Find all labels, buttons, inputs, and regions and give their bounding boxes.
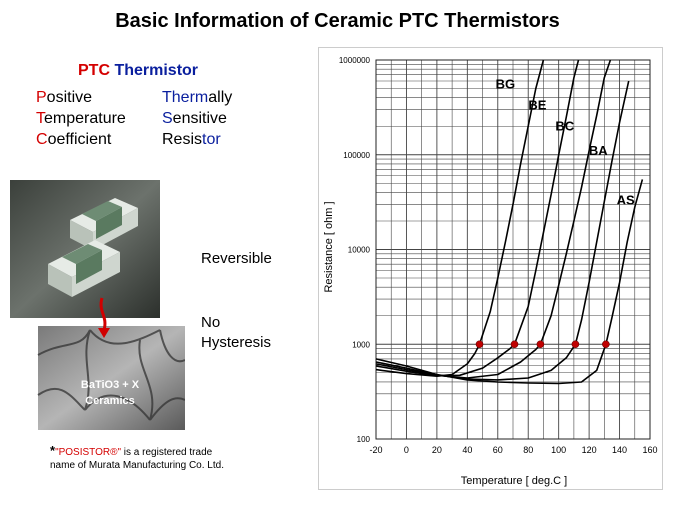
y-tick-label: 100000 xyxy=(343,151,370,160)
chart-tick-labels: -20 0 20 40 60 80 100 120 140 160 100 1000 10000 1000… xyxy=(339,56,658,455)
x-tick-label: 20 xyxy=(432,445,442,455)
ptc-right-word: Resistor xyxy=(162,129,221,150)
ptc-right-word: Sensitive xyxy=(162,108,227,129)
no-hysteresis-line1: No xyxy=(201,314,221,331)
chart-markers xyxy=(475,340,610,349)
no-hysteresis-line2: Hysteresis xyxy=(201,334,272,351)
resistance-temperature-chart: -20 0 20 40 60 80 100 120 140 160 100 1000 10000 1000… xyxy=(318,47,663,490)
initial-letter: C xyxy=(36,131,48,148)
chip-upper xyxy=(70,198,138,250)
footnote-line2: name of Murata Manufacturing Co. Ltd. xyxy=(50,460,224,471)
ptc-left-word: Positive xyxy=(36,87,162,108)
footnote: *"POSISTOR®" is a registered trade name … xyxy=(50,444,224,472)
ptc-row: Temperature Sensitive xyxy=(36,108,232,129)
initial-letter: tor xyxy=(202,131,221,148)
ptc-right-word: Thermally xyxy=(162,87,232,108)
y-tick-label: 1000 xyxy=(352,340,370,349)
chip-lower xyxy=(48,240,120,297)
ptc-left-word: Coefficient xyxy=(36,129,162,150)
series-label-as: AS xyxy=(617,192,635,207)
series-label-ba: BA xyxy=(589,143,608,158)
thermistor-photo-svg: BaTiO3 + X Ceramics xyxy=(10,180,186,430)
x-tick-label: 60 xyxy=(493,445,503,455)
chart-grid xyxy=(375,59,651,440)
footnote-star: * xyxy=(50,443,56,458)
word-rest: ensitive xyxy=(172,110,227,127)
chart-series-labels: BG BE BC BA AS xyxy=(496,77,635,208)
y-tick-label: 10000 xyxy=(348,246,371,255)
word-rest: Resis xyxy=(162,131,203,148)
series-marker-bc xyxy=(536,340,545,349)
thermistor-photo: BaTiO3 + X Ceramics xyxy=(10,180,186,430)
series-marker-as xyxy=(602,340,610,349)
x-tick-label: -20 xyxy=(369,445,382,455)
series-marker-bg xyxy=(475,340,484,349)
initial-letter: T xyxy=(36,110,44,127)
no-hysteresis-label: No Hysteresis xyxy=(201,313,271,353)
x-tick-label: 0 xyxy=(404,445,409,455)
ptc-heading-left: PTC xyxy=(78,62,110,79)
x-tick-label: 40 xyxy=(462,445,472,455)
word-rest: ally xyxy=(208,89,233,106)
initial-letter: S xyxy=(162,110,173,127)
ptc-row: Coefficient Resistor xyxy=(36,129,232,150)
ptc-row: Positive Thermally xyxy=(36,87,232,108)
x-tick-label: 140 xyxy=(612,445,627,455)
initial-letter: P xyxy=(36,89,47,106)
link-arrowhead xyxy=(98,328,110,338)
reversible-label: Reversible xyxy=(201,250,272,267)
grain-boundaries xyxy=(37,329,186,421)
y-tick-label: 1000000 xyxy=(339,56,371,65)
x-tick-label: 80 xyxy=(523,445,533,455)
ptc-heading: PTC Thermistor xyxy=(78,62,198,80)
series-label-bc: BC xyxy=(555,119,574,134)
series-label-be: BE xyxy=(528,98,546,113)
y-axis-label: Resistance [ ohm ] xyxy=(323,201,335,292)
ptc-acronym-table: Positive Thermally Temperature Sensitive… xyxy=(36,87,232,150)
ptc-left-word: Temperature xyxy=(36,108,162,129)
chart-svg: -20 0 20 40 60 80 100 120 140 160 100 1000 10000 1000… xyxy=(318,47,663,490)
ceramic-label-2: Ceramics xyxy=(85,395,135,407)
x-tick-label: 160 xyxy=(642,445,657,455)
footnote-text: is a registered trade xyxy=(121,447,213,458)
ptc-heading-right: Thermistor xyxy=(114,62,199,79)
chart-series xyxy=(375,59,644,385)
ceramic-label-1: BaTiO3 + X xyxy=(81,379,140,391)
initial-letter: Therm xyxy=(162,89,209,106)
x-tick-label: 100 xyxy=(551,445,566,455)
series-line-as xyxy=(375,179,644,385)
series-marker-ba xyxy=(571,340,580,349)
link-arrow xyxy=(99,297,107,331)
y-tick-label: 100 xyxy=(357,435,371,444)
series-label-bg: BG xyxy=(496,77,516,92)
word-rest: oefficient xyxy=(47,131,112,148)
x-tick-label: 120 xyxy=(582,445,597,455)
plot-area-border xyxy=(375,59,651,440)
word-rest: ositive xyxy=(46,89,93,106)
series-marker-be xyxy=(510,340,519,349)
footnote-brand: "POSISTOR®" xyxy=(55,447,122,458)
page-title: Basic Information of Ceramic PTC Thermis… xyxy=(115,10,560,32)
word-rest: emperature xyxy=(44,110,126,127)
x-axis-label: Temperature [ deg.C ] xyxy=(461,475,567,487)
footnote-line1: *"POSISTOR®" is a registered trade xyxy=(50,444,224,459)
chart-frame xyxy=(318,47,663,490)
